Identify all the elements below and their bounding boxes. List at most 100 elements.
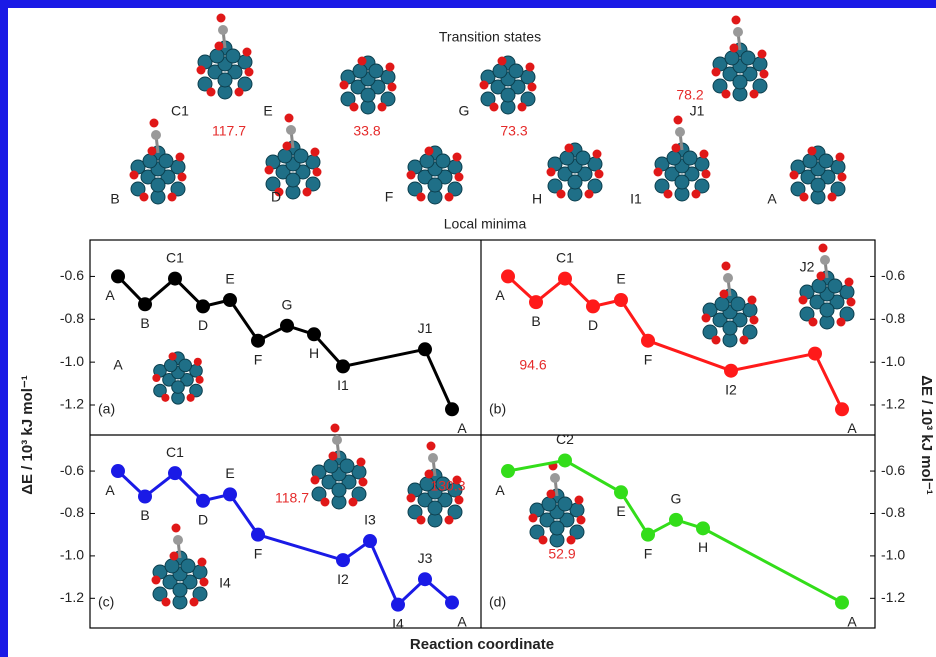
molecule-atom [161,394,169,402]
molecule-atom [173,583,187,597]
molecule-atom [358,57,367,66]
molecule-atom [332,483,346,497]
molecule-atom [152,576,161,585]
molecule-atom [808,147,817,156]
y-tick-label: -0.8 [60,504,84,520]
molecule-atom [712,336,721,345]
point-label: B [140,315,149,331]
data-point [696,521,710,535]
figure: Transition states Local minima ΔE / 10³ … [0,0,936,657]
data-point [251,528,265,542]
molecule-atom [732,16,741,25]
annotation: I4 [219,575,231,591]
molecule-atom [811,178,825,192]
molecule-atom [428,178,442,192]
data-point [336,553,350,567]
minimum-label: F [385,189,394,205]
molecule-atom [565,144,574,153]
molecule-atom [140,193,149,202]
molecule-atom [159,154,173,168]
molecule-atom [340,459,354,473]
molecule-atom [725,51,739,65]
data-point [558,453,572,467]
molecule-atom [528,83,537,92]
annotation: 94.6 [519,357,546,373]
y-tick-label: -1.0 [881,353,905,369]
molecule-atom [353,64,367,78]
molecule-atom [332,435,342,445]
molecule-atom [733,27,743,37]
molecule-atom [218,73,232,87]
molecule-atom [817,272,826,281]
point-label: B [140,507,149,523]
molecule-atom [577,516,586,525]
molecule-atom [265,166,274,175]
ts-energy: 73.3 [500,123,527,139]
molecule-atom [539,536,548,545]
molecule-atom [837,318,846,327]
molecule-atom [568,175,582,189]
molecule-atom [733,75,747,89]
molecule-atom [712,68,721,77]
data-point [138,490,152,504]
molecule-atom [169,352,177,360]
molecule-atom [313,168,322,177]
annotation: J2 [800,259,815,275]
molecule-atom [493,64,507,78]
minimum-label: A [767,191,777,207]
molecule-atom [799,296,808,305]
data-point [835,596,849,610]
molecule-atom [819,154,833,168]
y-tick-label: -0.6 [60,267,84,283]
molecule-atom [702,170,711,179]
molecule-atom [311,476,320,485]
molecule-atom [329,452,338,461]
y-tick-label: -0.8 [881,504,905,520]
molecule-atom [198,558,207,567]
molecule-atom [179,359,192,372]
molecule-atom [349,498,358,507]
point-label: F [254,351,263,367]
data-point [111,269,125,283]
molecule-atom [664,190,673,199]
data-point [138,297,152,311]
point-label: H [698,539,708,555]
data-point [501,269,515,283]
molecule-atom [820,255,830,265]
molecule-atom [758,50,767,59]
molecule-atom [235,88,244,97]
series-line [508,276,842,409]
molecule-atom [152,374,160,382]
data-point [445,402,459,416]
data-point [418,342,432,356]
molecule-atom [143,154,157,168]
molecule-atom [585,190,594,199]
data-point [223,293,237,307]
data-point [196,494,210,508]
y-tick-label: -1.0 [881,547,905,563]
molecule-atom [715,297,729,311]
molecule-atom [542,497,556,511]
data-point [835,402,849,416]
data-point [223,487,237,501]
molecule-atom [357,458,366,467]
minimum-label: I1 [630,191,642,207]
molecule-atom [378,103,387,112]
minimum-label: B [110,191,119,207]
molecule-atom [210,49,224,63]
molecule-atom [190,598,199,607]
annotation: 52.9 [548,546,575,562]
molecule-atom [286,173,300,187]
ts-energy: 78.2 [676,87,703,103]
minimum-label: H [532,191,542,207]
ts-label: C1 [171,103,189,119]
molecule-atom [674,116,683,125]
point-label: A [457,420,467,436]
point-label: G [671,491,682,507]
molecule-atom [445,193,454,202]
molecule-atom [215,42,224,51]
data-point [586,299,600,313]
molecule-atom [836,153,845,162]
molecule-atom [194,358,202,366]
y-tick-label: -1.2 [60,589,84,605]
